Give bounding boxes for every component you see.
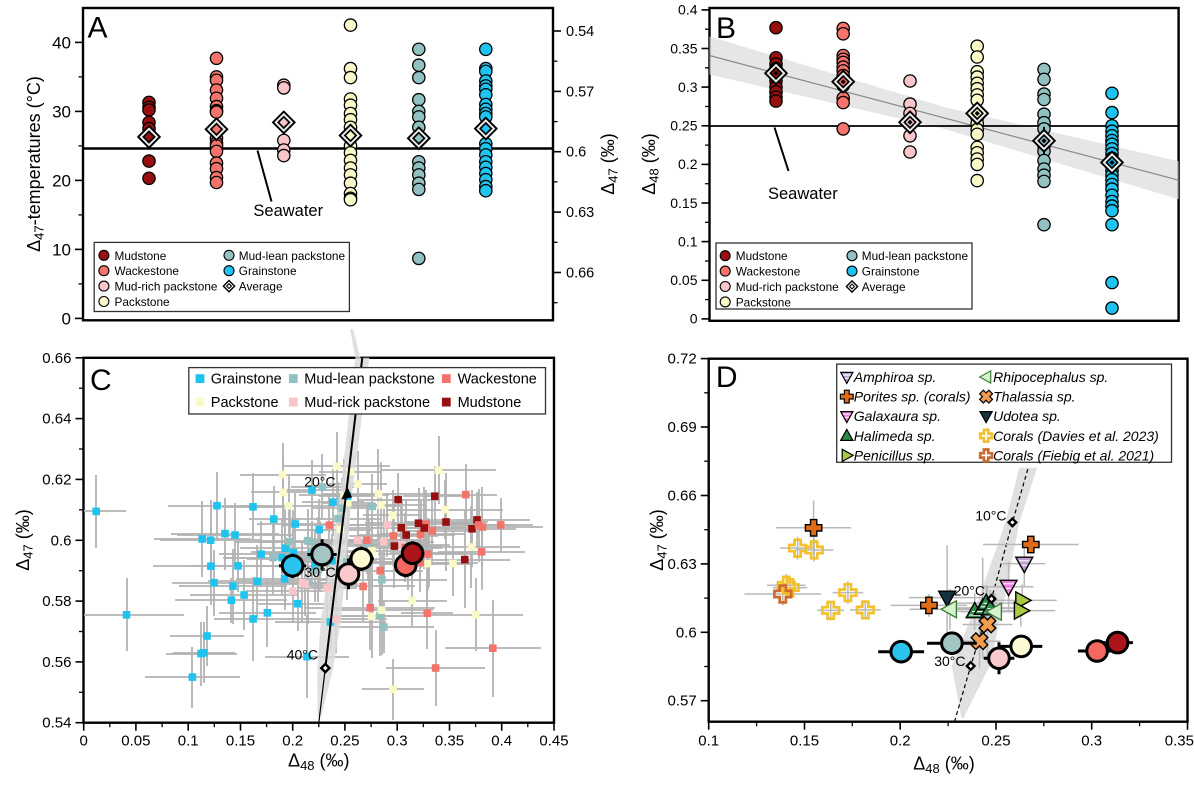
svg-text:Δ48 (‰): Δ48 (‰) [913, 754, 975, 777]
svg-text:Seawater: Seawater [253, 202, 323, 220]
svg-text:0: 0 [80, 733, 88, 750]
svg-text:0.4: 0.4 [491, 733, 512, 750]
svg-text:0.66: 0.66 [667, 488, 696, 505]
svg-text:0.2: 0.2 [678, 156, 698, 172]
svg-text:Mudstone: Mudstone [458, 395, 522, 411]
svg-text:Δ47 (‰): Δ47 (‰) [647, 509, 670, 571]
svg-text:0.2: 0.2 [282, 733, 303, 750]
svg-text:Grainstone: Grainstone [211, 372, 282, 388]
svg-text:0.1: 0.1 [178, 733, 199, 750]
svg-text:0.6: 0.6 [51, 532, 72, 549]
svg-text:Grainstone: Grainstone [862, 265, 920, 279]
svg-text:0.35: 0.35 [670, 40, 697, 56]
svg-text:10: 10 [52, 240, 71, 259]
svg-text:0.15: 0.15 [790, 733, 819, 750]
svg-text:40°C: 40°C [287, 647, 318, 663]
svg-text:10°C: 10°C [975, 508, 1006, 524]
svg-text:0.05: 0.05 [670, 272, 697, 288]
svg-text:Packstone: Packstone [115, 295, 171, 309]
svg-text:0.25: 0.25 [981, 733, 1010, 750]
svg-text:Wackestone: Wackestone [115, 264, 180, 278]
svg-text:0.69: 0.69 [667, 419, 696, 436]
svg-text:20°C: 20°C [954, 583, 985, 599]
svg-text:Rhipocephalus sp.: Rhipocephalus sp. [993, 369, 1108, 385]
svg-text:0.72: 0.72 [667, 351, 696, 368]
svg-text:0.25: 0.25 [670, 118, 697, 134]
svg-text:Penicillus sp.: Penicillus sp. [854, 447, 936, 463]
svg-text:Average: Average [239, 280, 283, 294]
svg-text:Thalassia sp.: Thalassia sp. [993, 389, 1075, 405]
svg-text:0.54: 0.54 [42, 715, 71, 732]
svg-text:0.63: 0.63 [566, 205, 594, 221]
svg-text:D: D [716, 361, 738, 394]
svg-text:0.58: 0.58 [42, 593, 71, 610]
svg-text:0.64: 0.64 [42, 411, 71, 428]
svg-text:Δ48 (‰): Δ48 (‰) [288, 751, 350, 774]
svg-text:30°C: 30°C [305, 564, 336, 580]
svg-text:Mud-lean packstone: Mud-lean packstone [862, 249, 969, 263]
svg-text:0.15: 0.15 [670, 195, 697, 211]
svg-text:20°C: 20°C [304, 474, 335, 490]
svg-text:Wackestone: Wackestone [736, 265, 801, 279]
svg-text:0.45: 0.45 [539, 733, 568, 750]
svg-text:0.3: 0.3 [678, 79, 698, 95]
svg-text:0.57: 0.57 [667, 693, 696, 710]
svg-text:0.62: 0.62 [42, 471, 71, 488]
svg-text:0.6: 0.6 [676, 624, 697, 641]
svg-text:Δ47 (‰): Δ47 (‰) [598, 133, 621, 195]
svg-text:B: B [716, 12, 736, 45]
svg-text:20: 20 [52, 171, 71, 190]
svg-text:0.35: 0.35 [1165, 733, 1194, 750]
svg-text:Δ48 (‰): Δ48 (‰) [639, 133, 662, 195]
svg-text:0.56: 0.56 [42, 654, 71, 671]
svg-text:0.1: 0.1 [698, 733, 719, 750]
svg-text:Packstone: Packstone [736, 295, 792, 309]
svg-text:Corals (Davies et al. 2023): Corals (Davies et al. 2023) [993, 428, 1159, 444]
svg-text:Mudstone: Mudstone [115, 249, 167, 263]
svg-text:0.15: 0.15 [226, 733, 255, 750]
svg-text:0.66: 0.66 [566, 266, 594, 282]
svg-text:0.4: 0.4 [678, 2, 698, 18]
svg-text:0.63: 0.63 [667, 556, 696, 573]
svg-text:0: 0 [690, 311, 698, 327]
svg-text:Udotea sp.: Udotea sp. [993, 408, 1061, 424]
svg-text:0.05: 0.05 [121, 733, 150, 750]
svg-text:Mud-lean packstone: Mud-lean packstone [239, 249, 346, 263]
svg-text:0.57: 0.57 [566, 84, 594, 100]
svg-text:0.1: 0.1 [678, 233, 698, 249]
svg-text:Corals (Fiebig et al. 2021): Corals (Fiebig et al. 2021) [993, 447, 1154, 463]
svg-text:Packstone: Packstone [211, 395, 279, 411]
svg-text:Mud-rich packstone: Mud-rich packstone [115, 280, 218, 294]
svg-text:Galaxaura sp.: Galaxaura sp. [854, 408, 941, 424]
svg-text:Δ47 (‰): Δ47 (‰) [13, 509, 36, 571]
svg-text:Mud-lean packstone: Mud-lean packstone [304, 372, 435, 388]
svg-text:0.35: 0.35 [435, 733, 464, 750]
svg-text:Wackestone: Wackestone [458, 372, 537, 388]
svg-text:Grainstone: Grainstone [239, 264, 297, 278]
svg-text:Halimeda sp.: Halimeda sp. [854, 428, 936, 444]
svg-text:0.2: 0.2 [890, 733, 911, 750]
svg-text:0.54: 0.54 [566, 24, 594, 40]
svg-text:Mud-rich packstone: Mud-rich packstone [736, 280, 839, 294]
svg-text:Mud-rick packstone: Mud-rick packstone [304, 395, 430, 411]
svg-text:0.3: 0.3 [1081, 733, 1102, 750]
svg-text:A: A [88, 11, 108, 44]
svg-text:0.25: 0.25 [330, 733, 359, 750]
svg-text:0.66: 0.66 [42, 350, 71, 367]
svg-text:0.3: 0.3 [387, 733, 408, 750]
svg-text:Seawater: Seawater [768, 185, 838, 203]
svg-text:Average: Average [862, 280, 906, 294]
svg-text:30°C: 30°C [934, 653, 965, 669]
svg-text:Amphiroa sp.: Amphiroa sp. [853, 369, 936, 385]
svg-text:30: 30 [52, 102, 71, 121]
svg-text:Mudstone: Mudstone [736, 249, 788, 263]
svg-text:Porites sp. (corals): Porites sp. (corals) [854, 389, 971, 405]
svg-text:0: 0 [62, 309, 71, 328]
svg-text:40: 40 [52, 33, 71, 52]
svg-text:0.6: 0.6 [566, 145, 586, 161]
svg-text:C: C [90, 364, 112, 397]
svg-text:Δ47-temperatures (°C): Δ47-temperatures (°C) [24, 76, 47, 252]
